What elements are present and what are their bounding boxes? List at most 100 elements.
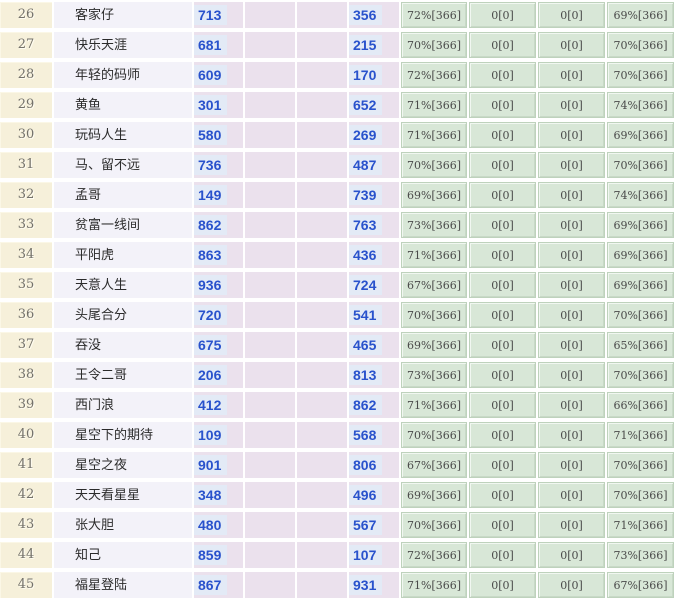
percent-stat-2-cell: 70%[366] <box>607 302 674 328</box>
zero-stat-2-cell: 0[0] <box>538 92 605 118</box>
empty-cell-2 <box>297 182 347 208</box>
zero-stat-1-cell: 0[0] <box>469 302 536 328</box>
count-1-value: 859 <box>194 545 228 565</box>
count-2-value: 269 <box>349 125 383 145</box>
table-row: 27 快乐天涯 681 215 70%[366] 0[0] 0[0] 70%[3… <box>0 32 674 58</box>
table-row: 40 星空下的期待 109 568 70%[366] 0[0] 0[0] 71%… <box>0 422 674 448</box>
empty-cell-1 <box>245 2 295 28</box>
empty-cell-1 <box>245 122 295 148</box>
count-1-value: 936 <box>194 275 228 295</box>
count-2-value: 652 <box>349 95 383 115</box>
zero-stat-2-cell: 0[0] <box>538 212 605 238</box>
count-1-cell: 862 <box>194 212 243 238</box>
count-2-cell: 170 <box>349 62 399 88</box>
percent-stat-2-cell: 69%[366] <box>607 212 674 238</box>
zero-stat-1-cell: 0[0] <box>469 122 536 148</box>
table-row: 26 客家仔 713 356 72%[366] 0[0] 0[0] 69%[36… <box>0 2 674 28</box>
count-1-value: 901 <box>194 455 228 475</box>
empty-cell-1 <box>245 92 295 118</box>
table-row: 42 天天看星星 348 496 69%[366] 0[0] 0[0] 70%[… <box>0 482 674 508</box>
percent-stat-1-cell: 71%[366] <box>401 242 467 268</box>
zero-stat-2-cell: 0[0] <box>538 362 605 388</box>
rank-cell: 35 <box>0 272 52 298</box>
percent-stat-2-cell: 67%[366] <box>607 572 674 598</box>
rank-cell: 29 <box>0 92 52 118</box>
empty-cell-2 <box>297 242 347 268</box>
empty-cell-1 <box>245 272 295 298</box>
percent-stat-1-cell: 72%[366] <box>401 542 467 568</box>
empty-cell-1 <box>245 392 295 418</box>
count-1-value: 736 <box>194 155 228 175</box>
count-2-value: 931 <box>349 575 383 595</box>
empty-cell-2 <box>297 212 347 238</box>
count-1-cell: 713 <box>194 2 243 28</box>
percent-stat-1-cell: 70%[366] <box>401 152 467 178</box>
count-2-cell: 724 <box>349 272 399 298</box>
player-name-cell: 年轻的码师 <box>54 62 192 88</box>
player-name-cell: 吞没 <box>54 332 192 358</box>
percent-stat-1-cell: 70%[366] <box>401 422 467 448</box>
zero-stat-1-cell: 0[0] <box>469 242 536 268</box>
percent-stat-1-cell: 71%[366] <box>401 572 467 598</box>
percent-stat-1-cell: 69%[366] <box>401 332 467 358</box>
count-1-cell: 412 <box>194 392 243 418</box>
zero-stat-1-cell: 0[0] <box>469 272 536 298</box>
count-1-cell: 480 <box>194 512 243 538</box>
table-row: 34 平阳虎 863 436 71%[366] 0[0] 0[0] 69%[36… <box>0 242 674 268</box>
zero-stat-1-cell: 0[0] <box>469 512 536 538</box>
zero-stat-1-cell: 0[0] <box>469 92 536 118</box>
percent-stat-1-cell: 70%[366] <box>401 32 467 58</box>
count-2-cell: 862 <box>349 392 399 418</box>
count-2-cell: 652 <box>349 92 399 118</box>
count-2-value: 567 <box>349 515 383 535</box>
table-row: 35 天意人生 936 724 67%[366] 0[0] 0[0] 69%[3… <box>0 272 674 298</box>
count-2-cell: 567 <box>349 512 399 538</box>
player-name-cell: 客家仔 <box>54 2 192 28</box>
empty-cell-1 <box>245 482 295 508</box>
rank-cell: 42 <box>0 482 52 508</box>
count-2-cell: 763 <box>349 212 399 238</box>
count-1-cell: 863 <box>194 242 243 268</box>
empty-cell-2 <box>297 62 347 88</box>
percent-stat-2-cell: 70%[366] <box>607 362 674 388</box>
percent-stat-2-cell: 73%[366] <box>607 542 674 568</box>
zero-stat-1-cell: 0[0] <box>469 422 536 448</box>
count-1-cell: 867 <box>194 572 243 598</box>
percent-stat-1-cell: 67%[366] <box>401 452 467 478</box>
count-2-value: 356 <box>349 5 383 25</box>
count-2-cell: 269 <box>349 122 399 148</box>
empty-cell-1 <box>245 362 295 388</box>
zero-stat-2-cell: 0[0] <box>538 152 605 178</box>
zero-stat-2-cell: 0[0] <box>538 62 605 88</box>
count-2-value: 724 <box>349 275 383 295</box>
empty-cell-2 <box>297 302 347 328</box>
zero-stat-2-cell: 0[0] <box>538 422 605 448</box>
count-2-value: 465 <box>349 335 383 355</box>
empty-cell-2 <box>297 32 347 58</box>
zero-stat-1-cell: 0[0] <box>469 332 536 358</box>
count-2-value: 170 <box>349 65 383 85</box>
empty-cell-1 <box>245 212 295 238</box>
empty-cell-2 <box>297 392 347 418</box>
percent-stat-2-cell: 69%[366] <box>607 2 674 28</box>
count-1-value: 862 <box>194 215 228 235</box>
percent-stat-1-cell: 72%[366] <box>401 62 467 88</box>
count-2-cell: 739 <box>349 182 399 208</box>
rank-cell: 33 <box>0 212 52 238</box>
count-2-value: 541 <box>349 305 383 325</box>
zero-stat-1-cell: 0[0] <box>469 392 536 418</box>
percent-stat-2-cell: 70%[366] <box>607 152 674 178</box>
player-name-cell: 头尾合分 <box>54 302 192 328</box>
count-2-cell: 806 <box>349 452 399 478</box>
count-2-cell: 465 <box>349 332 399 358</box>
table-row: 45 福星登陆 867 931 71%[366] 0[0] 0[0] 67%[3… <box>0 572 674 598</box>
empty-cell-2 <box>297 482 347 508</box>
count-2-cell: 436 <box>349 242 399 268</box>
empty-cell-2 <box>297 572 347 598</box>
table-row: 39 西门浪 412 862 71%[366] 0[0] 0[0] 66%[36… <box>0 392 674 418</box>
count-2-value: 215 <box>349 35 383 55</box>
count-1-cell: 736 <box>194 152 243 178</box>
zero-stat-1-cell: 0[0] <box>469 362 536 388</box>
rank-cell: 45 <box>0 572 52 598</box>
